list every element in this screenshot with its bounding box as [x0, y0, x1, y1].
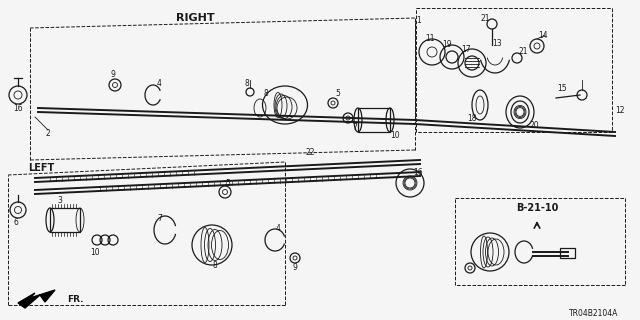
Text: 9: 9 [111, 69, 115, 78]
Text: 6: 6 [13, 218, 19, 227]
Text: TR04B2104A: TR04B2104A [568, 308, 618, 317]
Text: 8: 8 [212, 260, 218, 269]
Bar [358, 108, 390, 132]
Bar [50, 208, 80, 232]
Text: 10: 10 [90, 247, 100, 257]
Ellipse shape [472, 90, 488, 120]
Text: 5: 5 [335, 89, 340, 98]
Text: 20: 20 [529, 121, 539, 130]
Text: 16: 16 [413, 167, 423, 177]
Text: 8: 8 [264, 89, 268, 98]
Text: 1: 1 [417, 15, 421, 25]
Text: 11: 11 [425, 34, 435, 43]
Text: 21: 21 [480, 13, 490, 22]
Text: 10: 10 [390, 131, 400, 140]
Text: 2: 2 [45, 129, 51, 138]
Text: 9: 9 [292, 262, 298, 271]
Text: 4: 4 [157, 78, 161, 87]
Polygon shape [18, 290, 55, 308]
Text: 16: 16 [13, 103, 23, 113]
Text: RIGHT: RIGHT [176, 13, 214, 23]
Text: 3: 3 [58, 196, 63, 204]
Text: 15: 15 [557, 84, 567, 92]
Text: 14: 14 [538, 30, 548, 39]
Text: 7: 7 [353, 123, 357, 132]
Text: 13: 13 [492, 38, 502, 47]
Text: 21: 21 [518, 46, 528, 55]
Text: 17: 17 [461, 44, 471, 53]
Text: 19: 19 [442, 39, 452, 49]
Text: 8: 8 [244, 78, 250, 87]
Text: 22: 22 [305, 148, 315, 156]
Bar [560, 248, 575, 258]
Text: 12: 12 [615, 106, 625, 115]
Text: FR.: FR. [67, 295, 83, 305]
Text: 4: 4 [276, 223, 280, 233]
Text: 5: 5 [225, 179, 230, 188]
Text: B-21-10: B-21-10 [516, 203, 558, 213]
Text: 18: 18 [467, 114, 477, 123]
Text: 7: 7 [157, 213, 163, 222]
Text: LEFT: LEFT [28, 163, 54, 173]
